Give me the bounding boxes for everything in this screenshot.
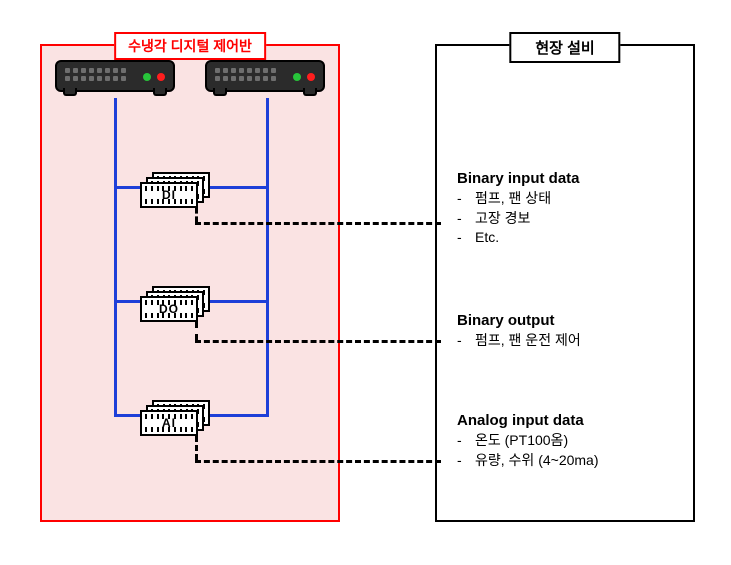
dashed-connector-v <box>195 322 198 340</box>
network-device <box>205 60 325 92</box>
info-block: Analog input data 온도 (PT100옴)유량, 수위 (4~20… <box>457 412 683 470</box>
field-equipment-panel: 현장 설비 Binary input data펌프, 팬 상태고장 경보Etc.… <box>435 44 695 522</box>
info-item: 온도 (PT100옴) <box>457 431 683 451</box>
info-item: Etc. <box>457 228 683 248</box>
info-item: 펌프, 팬 운전 제어 <box>457 331 683 351</box>
info-title: Analog input data <box>457 412 683 429</box>
led-green <box>143 73 151 81</box>
info-block: Binary output 펌프, 팬 운전 제어 <box>457 312 683 351</box>
bus-wire-left <box>114 98 117 414</box>
control-panel-title: 수냉각 디지털 제어반 <box>114 32 266 60</box>
io-label: DI <box>142 184 196 206</box>
io-label: DO <box>142 298 196 320</box>
info-item: 펌프, 팬 상태 <box>457 189 683 209</box>
network-device <box>55 60 175 92</box>
dashed-connector-v <box>195 436 198 460</box>
device-ports <box>65 68 126 81</box>
info-title: Binary input data <box>457 170 683 187</box>
led-red <box>157 73 165 81</box>
info-item: 고장 경보 <box>457 209 683 229</box>
info-block: Binary input data 펌프, 팬 상태고장 경보Etc. <box>457 170 683 248</box>
io-card: DO <box>140 296 198 322</box>
led-red <box>307 73 315 81</box>
info-item: 유량, 수위 (4~20ma) <box>457 451 683 471</box>
io-label: AI <box>142 412 196 434</box>
dashed-connector-h <box>195 460 441 463</box>
io-module-ai: AI <box>140 400 212 436</box>
info-title: Binary output <box>457 312 683 329</box>
bus-wire-right <box>266 98 269 414</box>
device-leds <box>143 73 165 81</box>
device-ports <box>215 68 276 81</box>
led-green <box>293 73 301 81</box>
dashed-connector-h <box>195 340 441 343</box>
device-leds <box>293 73 315 81</box>
field-equipment-title: 현장 설비 <box>509 32 620 63</box>
io-card: AI <box>140 410 198 436</box>
io-card: DI <box>140 182 198 208</box>
io-module-do: DO <box>140 286 212 322</box>
dashed-connector-v <box>195 208 198 222</box>
dashed-connector-h <box>195 222 441 225</box>
control-panel: 수냉각 디지털 제어반 <box>40 44 340 522</box>
io-module-di: DI <box>140 172 212 208</box>
